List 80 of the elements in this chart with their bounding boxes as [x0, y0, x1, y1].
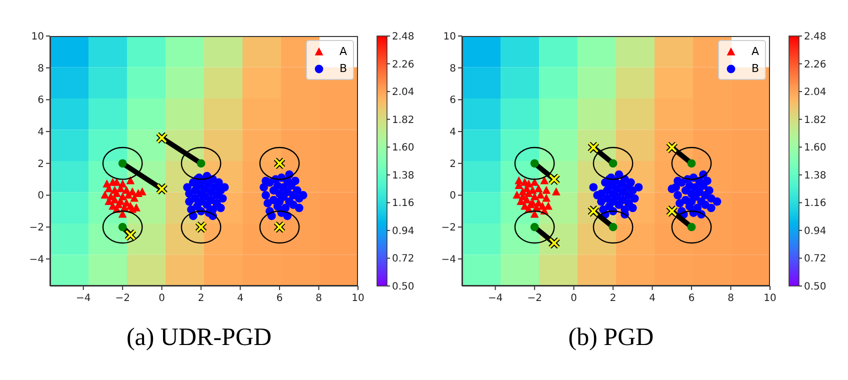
- y-tick-label: 6: [38, 95, 44, 106]
- x-tick-label: 6: [276, 293, 283, 304]
- point: [534, 184, 543, 192]
- y-tick-label: 10: [31, 32, 44, 42]
- x-tick-label: −2: [115, 293, 130, 304]
- legend-label: B: [751, 62, 759, 75]
- color-bar-label: 1.16: [804, 198, 826, 210]
- y-tick-label: −4: [29, 254, 44, 266]
- y-tick-label: 2: [450, 158, 456, 170]
- color-bar-label: 2.48: [804, 32, 826, 42]
- x-tick-label: −4: [76, 293, 91, 304]
- x-tick-label: 10: [764, 293, 776, 304]
- legend-label: A: [751, 45, 759, 58]
- point: [118, 222, 127, 232]
- point: [196, 159, 206, 168]
- color-bar-label: 1.82: [804, 114, 826, 126]
- x-tick-label: 0: [158, 293, 166, 304]
- point: [512, 190, 522, 199]
- color-bar-label: 1.82: [392, 114, 414, 126]
- y-tick-label: 0: [38, 190, 44, 202]
- color-bar-label: 0.72: [804, 254, 826, 265]
- y-tick-label: −4: [441, 254, 456, 266]
- legend-label: B: [339, 62, 347, 75]
- x-tick-label: 4: [649, 293, 656, 304]
- color-bar-label: 2.04: [392, 87, 414, 98]
- x-tick-label: 8: [316, 293, 322, 304]
- point: [608, 159, 618, 168]
- y-tick-label: 0: [450, 190, 456, 202]
- point: [608, 222, 618, 232]
- point: [126, 176, 135, 184]
- color-bar-label: 1.60: [804, 142, 826, 154]
- color-bar-label: 0.50: [804, 282, 826, 292]
- x-tick-label: −4: [488, 293, 503, 304]
- y-tick-label: −2: [441, 222, 456, 234]
- point: [518, 187, 528, 196]
- color-bar-label: 1.60: [392, 142, 414, 154]
- point: [530, 222, 539, 232]
- color-bar-label: 1.38: [392, 170, 414, 182]
- x-tick-label: 0: [570, 293, 578, 304]
- y-tick-label: 10: [443, 32, 456, 42]
- color-bar-label: 2.26: [804, 59, 826, 70]
- point: [112, 189, 121, 198]
- point: [118, 159, 127, 168]
- x-tick-label: 10: [352, 293, 364, 304]
- color-bar-label: 0.94: [392, 226, 414, 237]
- y-tick-label: −2: [29, 222, 44, 234]
- x-tick-label: 6: [688, 293, 695, 304]
- color-bar-label: 2.26: [392, 59, 414, 70]
- text: (b) PGD: [567, 324, 655, 352]
- x-tick-label: 8: [728, 293, 734, 304]
- y-tick-label: 8: [450, 63, 456, 74]
- point: [542, 194, 551, 202]
- color-bar-label: 1.16: [392, 198, 414, 210]
- x-tick-label: 4: [237, 293, 244, 304]
- legend-label: A: [339, 45, 347, 58]
- text: (a) UDR-PGD: [125, 324, 273, 352]
- point: [542, 186, 551, 194]
- color-bar-label: 1.38: [804, 170, 826, 182]
- color-bar-label: 2.48: [392, 32, 414, 42]
- point: [530, 159, 539, 168]
- point: [687, 159, 696, 168]
- color-bar-label: 0.72: [392, 254, 414, 265]
- y-tick-label: 4: [38, 127, 44, 138]
- point: [687, 222, 696, 232]
- point: [530, 178, 539, 186]
- y-tick-label: 4: [450, 127, 456, 138]
- color-bar-label: 0.94: [804, 226, 826, 237]
- point: [544, 202, 553, 210]
- y-tick-label: 6: [450, 95, 456, 106]
- x-tick-label: −2: [527, 293, 542, 304]
- point: [112, 178, 121, 186]
- point: [100, 190, 110, 199]
- y-tick-label: 2: [38, 158, 44, 170]
- color-bar-label: 0.50: [392, 282, 414, 292]
- color-bar-label: 2.04: [804, 87, 826, 98]
- point: [540, 176, 549, 184]
- x-tick-label: 2: [198, 293, 204, 304]
- point: [552, 187, 560, 196]
- y-tick-label: 8: [38, 63, 44, 74]
- x-tick-label: 2: [610, 293, 616, 304]
